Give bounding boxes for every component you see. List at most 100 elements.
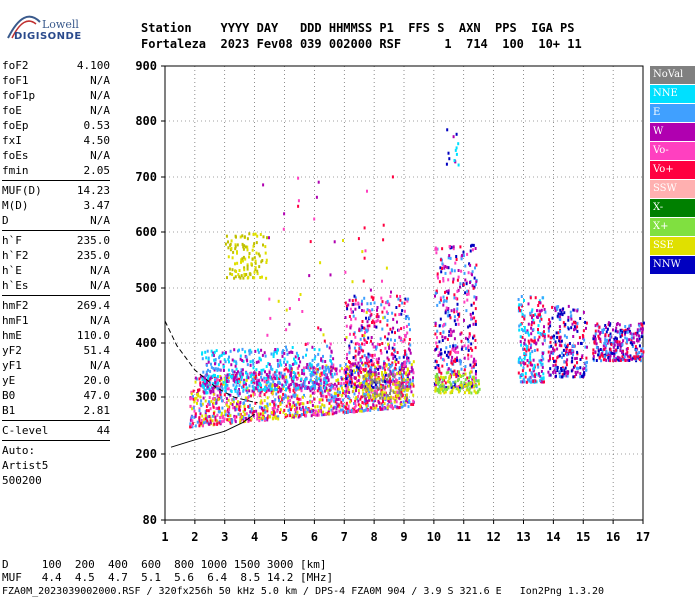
param-value: 269.4 — [76, 299, 110, 312]
echo-point — [230, 247, 233, 250]
echo-point — [263, 351, 266, 355]
echo-point — [247, 395, 250, 399]
echo-point — [464, 291, 467, 295]
echo-point — [411, 379, 414, 383]
echo-point — [242, 276, 245, 280]
echo-point — [389, 381, 392, 385]
echo-point — [215, 401, 218, 405]
echo-point — [207, 403, 209, 407]
echo-point — [297, 176, 300, 180]
echo-point — [404, 365, 407, 369]
echo-point — [227, 357, 230, 361]
echo-point — [362, 401, 365, 405]
echo-point — [398, 396, 401, 400]
echo-point — [559, 370, 562, 374]
echo-point — [275, 383, 278, 387]
echo-point — [403, 371, 406, 375]
echo-point — [239, 380, 242, 384]
echo-point — [527, 378, 529, 382]
echo-point — [441, 364, 444, 368]
echo-point — [540, 380, 543, 384]
echo-point — [301, 368, 304, 372]
echo-point — [212, 351, 215, 355]
param-row: B1 2.81 — [2, 403, 110, 418]
echo-point — [191, 407, 194, 411]
echo-point — [223, 358, 226, 362]
echo-point — [301, 310, 304, 313]
echo-point — [601, 349, 604, 353]
param-name: yE — [2, 374, 16, 387]
echo-point — [638, 324, 641, 328]
echo-point — [340, 400, 343, 404]
echo-point — [259, 276, 262, 279]
echo-point — [220, 411, 223, 415]
echo-point — [335, 402, 338, 406]
echo-point — [398, 304, 401, 308]
echo-point — [301, 402, 304, 406]
param-value: 44 — [96, 424, 110, 437]
echo-point — [318, 388, 321, 392]
echo-point — [469, 263, 472, 267]
echo-point — [285, 328, 288, 332]
echo-point — [354, 362, 357, 366]
x-tick-label: 11 — [457, 530, 471, 544]
echo-point — [312, 368, 315, 372]
echo-point — [376, 360, 379, 364]
echo-point — [548, 354, 551, 358]
echo-point — [330, 373, 333, 376]
echo-point — [216, 368, 219, 372]
echo-point — [330, 375, 333, 379]
echo-point — [561, 355, 563, 359]
legend-entry: X- — [650, 199, 695, 217]
echo-point — [231, 368, 234, 372]
echo-point — [315, 379, 318, 383]
echo-point — [345, 304, 348, 308]
echo-point — [457, 313, 460, 317]
echo-point — [444, 381, 447, 385]
echo-point — [257, 350, 260, 354]
echo-point — [351, 299, 354, 303]
param-row: hmF2 269.4 — [2, 298, 110, 313]
echo-point — [617, 358, 620, 362]
echo-point — [634, 357, 637, 361]
echo-point — [346, 367, 349, 371]
echo-point — [377, 367, 380, 371]
echo-point — [266, 396, 269, 400]
echo-point — [356, 380, 358, 383]
echo-point — [216, 385, 219, 388]
echo-point — [319, 406, 322, 410]
echo-point — [383, 315, 386, 319]
echo-point — [401, 393, 404, 397]
echo-point — [262, 388, 265, 392]
echo-point — [560, 310, 563, 314]
echo-point — [347, 404, 350, 408]
echo-point — [628, 329, 631, 333]
echo-point — [389, 405, 392, 409]
echo-point — [573, 375, 576, 379]
echo-point — [319, 409, 322, 413]
echo-point — [327, 398, 330, 402]
echo-point — [198, 407, 201, 411]
echo-point — [523, 362, 526, 366]
echo-point — [296, 410, 299, 414]
echo-point — [375, 373, 378, 377]
echo-point — [363, 395, 366, 398]
echo-point — [619, 342, 622, 346]
echo-point — [381, 342, 384, 345]
echo-point — [570, 369, 573, 373]
param-group-3: h`F 235.0 h`F2 235.0 h`E N/A h`Es N/A — [2, 233, 110, 293]
echo-point — [201, 414, 204, 418]
echo-point — [637, 354, 640, 358]
echo-point — [407, 359, 410, 363]
echo-point — [346, 408, 349, 411]
echo-point — [568, 349, 571, 352]
echo-point — [229, 349, 232, 353]
echo-point — [571, 344, 574, 348]
echo-point — [223, 417, 226, 421]
legend-entry: NNW — [650, 256, 695, 274]
echo-point — [599, 354, 602, 358]
echo-point — [313, 357, 316, 361]
echo-point — [435, 247, 438, 251]
echo-point — [314, 409, 317, 413]
echo-point — [338, 369, 341, 373]
